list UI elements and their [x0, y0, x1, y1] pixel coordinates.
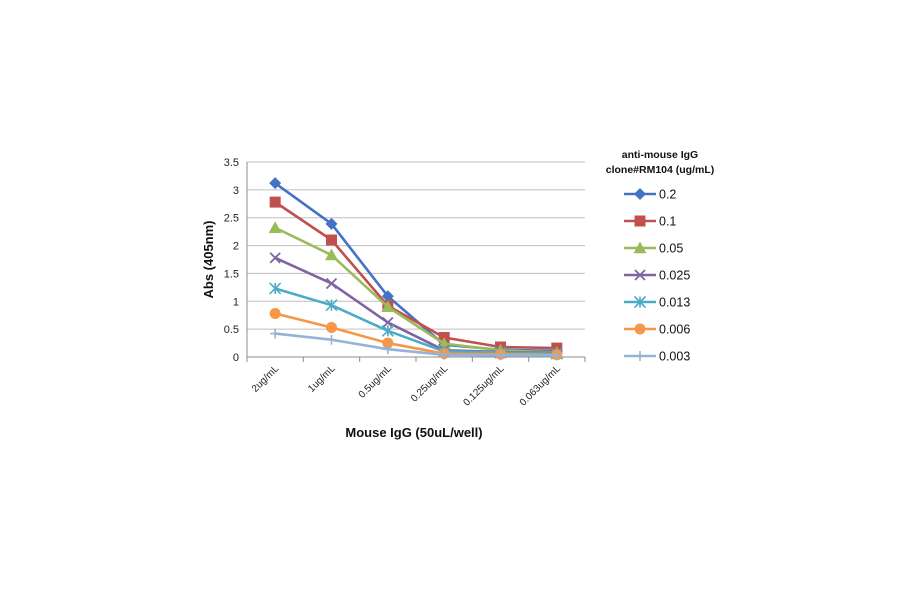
- data-point: [382, 316, 394, 329]
- data-point: [495, 350, 506, 361]
- x-tick-label: 1ug/mL: [306, 363, 338, 395]
- y-tick-label: 3: [233, 185, 239, 197]
- data-point: [381, 290, 394, 303]
- data-point: [268, 221, 282, 233]
- y-tick-label: 2: [233, 241, 239, 253]
- x-tick-labels: 2ug/mL 1ug/mL 0.5ug/mL 0.25ug/mL 0.125ug/mL 0…: [250, 363, 563, 408]
- data-point: [269, 177, 282, 190]
- y-tick-label: 0: [233, 352, 239, 364]
- y-tick-label: 3.5: [224, 157, 239, 169]
- x-tick-label: 0.125ug/mL: [461, 363, 506, 408]
- series-line: [274, 226, 557, 354]
- legend-item: 0.006: [624, 323, 690, 337]
- y-tick-labels: 0 0.5 1 1.5 2 2.5 3 3.5: [224, 157, 239, 364]
- series-0.2: [269, 177, 563, 357]
- legend-item: 0.2: [624, 188, 676, 202]
- x-tick-label: 2ug/mL: [250, 363, 282, 395]
- series-0.003: [270, 328, 562, 361]
- data-point: [270, 328, 281, 339]
- gridlines: [247, 161, 585, 358]
- legend-marker: [634, 215, 646, 227]
- legend-item: 0.003: [624, 350, 690, 364]
- legend-label: 0.003: [659, 350, 690, 364]
- data-point: [325, 299, 338, 312]
- legend-items: 0.2 0.1 0.05 0.025 0.013 0.006 0.003: [624, 188, 690, 364]
- x-axis-title: Mouse IgG (50uL/well): [345, 425, 482, 440]
- legend-item: 0.025: [624, 269, 690, 283]
- series-line: [274, 287, 557, 355]
- data-point: [269, 196, 281, 208]
- y-tick-label: 1.5: [224, 268, 239, 280]
- x-tick-label: 0.25ug/mL: [409, 363, 451, 405]
- legend-label: 0.006: [659, 323, 690, 337]
- legend-label: 0.1: [659, 215, 676, 229]
- legend-marker: [635, 351, 645, 361]
- data-point: [269, 252, 281, 264]
- legend-marker: [634, 188, 646, 200]
- axes: [246, 162, 586, 362]
- data-point: [382, 344, 393, 355]
- legend-label: 0.05: [659, 242, 683, 256]
- legend-title-line1: anti-mouse IgG: [622, 149, 698, 161]
- legend-item: 0.1: [624, 215, 676, 229]
- legend-title-line2: clone#RM104 (ug/mL): [606, 164, 715, 176]
- legend-label: 0.2: [659, 188, 676, 202]
- legend: anti-mouse IgG clone#RM104 (ug/mL) 0.20.…: [606, 149, 715, 364]
- data-point: [326, 334, 337, 345]
- legend-item: 0.013: [624, 296, 690, 310]
- series-line: [274, 201, 557, 350]
- data-point: [325, 248, 338, 261]
- legend-label: 0.013: [659, 296, 690, 310]
- legend-label: 0.025: [659, 269, 690, 283]
- legend-item: 0.05: [624, 241, 683, 256]
- legend-marker: [634, 323, 646, 335]
- data-point: [382, 337, 394, 349]
- data-point: [439, 349, 450, 360]
- data-point: [269, 308, 281, 320]
- y-axis-title: Abs (405nm): [201, 220, 216, 298]
- x-tick-label: 0.063ug/mL: [518, 363, 563, 408]
- data-point: [551, 350, 562, 361]
- data-point: [326, 234, 337, 246]
- data-point: [326, 321, 337, 333]
- series-line: [275, 332, 557, 357]
- data-point: [381, 324, 394, 337]
- y-tick-label: 1: [233, 296, 239, 308]
- data-point: [269, 282, 282, 295]
- series-lines: [268, 177, 564, 361]
- legend-marker: [633, 295, 647, 309]
- x-tick-label: 0.5ug/mL: [357, 363, 395, 401]
- data-point: [325, 217, 338, 230]
- y-tick-label: 0.5: [224, 324, 239, 336]
- legend-marker: [634, 269, 646, 281]
- data-point: [381, 300, 395, 313]
- legend-marker: [633, 241, 647, 254]
- y-tick-label: 2.5: [224, 213, 239, 225]
- data-point: [325, 277, 338, 290]
